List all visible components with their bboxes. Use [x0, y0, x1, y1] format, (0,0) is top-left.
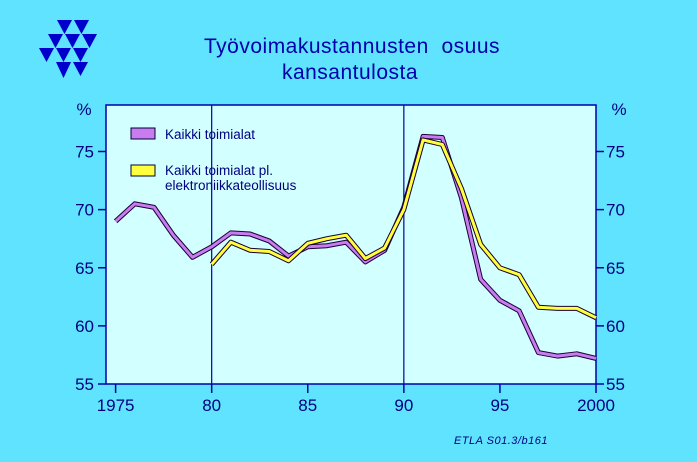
- legend: Kaikki toimialat Kaikki toimialat pl. el…: [130, 127, 297, 193]
- source-note: ETLA S01.3/b161: [454, 435, 548, 447]
- y-tick-label-left-65: 65: [75, 259, 94, 278]
- y-axis-unit-left: %: [76, 100, 91, 119]
- x-tick-label-1975: 1975: [97, 396, 135, 415]
- legend-label-pl-elektroniikka: Kaikki toimialat pl. elektroniikkateolli…: [165, 163, 297, 193]
- series-line-1: [210, 138, 597, 320]
- y-tick-label-left-60: 60: [75, 317, 94, 336]
- x-tick-label-1980: 80: [202, 396, 221, 415]
- legend-swatch-kaikki-toimialat: [130, 127, 156, 140]
- x-tick-label-1990: 90: [394, 396, 413, 415]
- y-axis-unit-right: %: [611, 100, 626, 119]
- y-tick-label-left-55: 55: [75, 375, 94, 394]
- x-tick-label-1995: 95: [490, 396, 509, 415]
- etla-logo: [39, 20, 97, 78]
- x-tick-label-2000: 2000: [577, 396, 615, 415]
- y-tick-label-right-70: 70: [606, 201, 625, 220]
- chart-title: Työvoimakustannusten osuus: [204, 35, 500, 58]
- y-tick-label-right-55: 55: [606, 375, 625, 394]
- axis-ticks: 55 55 60 60 65 65 70 70 75 75 1975 80 85 90 95 2000: [75, 143, 625, 416]
- legend-label-line-1: Kaikki toimialat pl.: [165, 163, 273, 178]
- legend-label-line-2: elektroniikkateollisuus: [165, 178, 297, 193]
- legend-swatch-pl-elektroniikka: [130, 164, 156, 177]
- series-layer: [113, 133, 598, 361]
- x-tick-label-1985: 85: [298, 396, 317, 415]
- y-tick-label-left-75: 75: [75, 143, 94, 162]
- y-tick-label-right-60: 60: [606, 317, 625, 336]
- y-tick-label-left-70: 70: [75, 201, 94, 220]
- chart-subtitle: kansantulosta: [282, 61, 418, 84]
- y-tick-label-right-75: 75: [606, 143, 625, 162]
- legend-label-kaikki-toimialat: Kaikki toimialat: [165, 127, 255, 142]
- y-tick-label-right-65: 65: [606, 259, 625, 278]
- series-line-0: [114, 134, 597, 360]
